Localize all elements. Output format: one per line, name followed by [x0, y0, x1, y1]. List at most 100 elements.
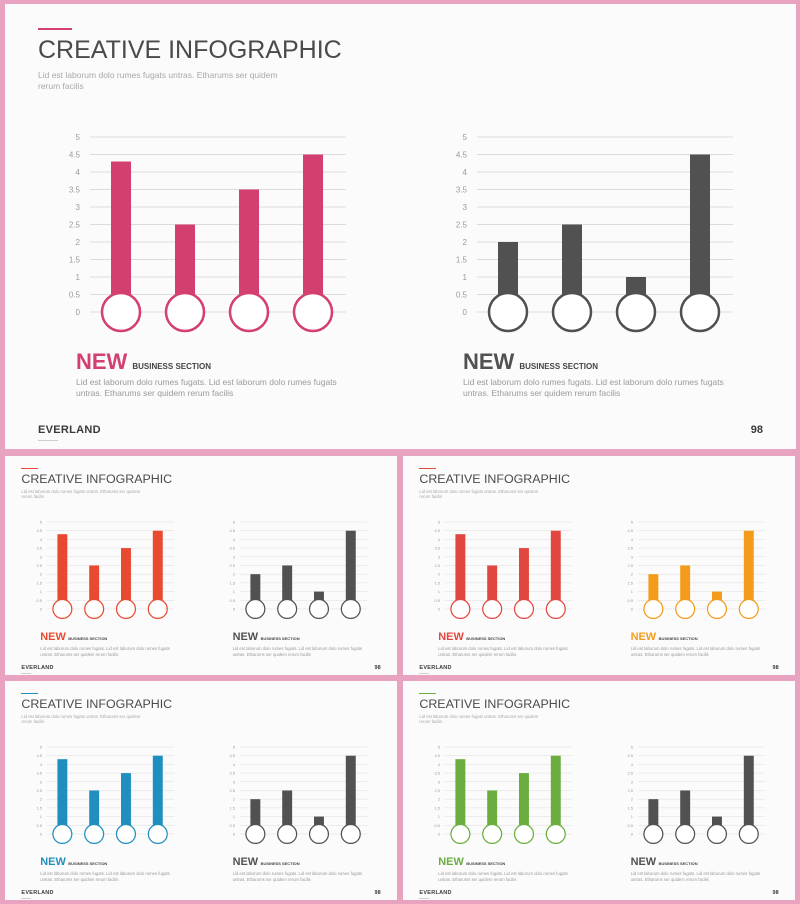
bar-base-circle: [546, 598, 567, 620]
caption-section-label: BUSINESS SECTION: [132, 362, 212, 371]
caption-heading-row: NEW BUSINESS SECTION: [233, 627, 375, 645]
bar-base-circle: [738, 823, 759, 845]
bar-base-circle: [116, 598, 137, 620]
y-tick-label: 2: [232, 797, 234, 802]
bar-base-circle: [514, 598, 535, 620]
y-tick-label: 0.5: [69, 291, 81, 300]
caption-section-label: BUSINESS SECTION: [519, 362, 599, 371]
title-accent-rule: [38, 28, 72, 30]
y-tick-label: 3.5: [229, 771, 235, 776]
caption-description: Lid est laborum dolo rumes fugats. Lid e…: [232, 646, 363, 658]
caption-description: Lid est laborum dolo rumes fugats. Lid e…: [438, 646, 568, 658]
y-tick-label: 0: [438, 607, 441, 612]
y-tick-label: 2: [40, 797, 42, 802]
y-tick-label: 2.5: [435, 563, 441, 568]
page-number: 98: [772, 889, 779, 896]
bar: [303, 154, 323, 312]
y-tick-label: 0.5: [435, 598, 441, 603]
caption-heading-row: NEW BUSINESS SECTION: [233, 852, 375, 870]
page-number: 98: [750, 424, 763, 436]
brand-name: EVERLAND: [21, 889, 54, 896]
bar: [153, 755, 164, 835]
title-accent-rule: [419, 467, 437, 469]
bar: [281, 565, 292, 610]
caption-section-label: BUSINESS SECTION: [68, 636, 108, 642]
bar-base-circle: [674, 823, 695, 845]
caption-heading: NEW: [76, 349, 128, 374]
y-tick-label: 4: [76, 168, 81, 177]
caption-section-label: BUSINESS SECTION: [260, 636, 300, 642]
y-tick-label: 5: [232, 520, 235, 525]
caption-description: Lid est laborum dolo rumes fugats. Lid e…: [76, 377, 337, 399]
y-tick-label: 4: [630, 762, 633, 767]
caption-1: NEW BUSINESS SECTION Lid est laborum dolo …: [40, 627, 182, 657]
caption-heading-row: NEW BUSINESS SECTION: [463, 349, 748, 375]
y-tick-label: 1.5: [69, 256, 81, 265]
y-tick-label: 0: [40, 832, 43, 837]
bar: [455, 534, 466, 610]
bar: [239, 189, 259, 312]
y-tick-label: 0.5: [627, 823, 633, 828]
y-tick-label: 1.5: [37, 805, 43, 810]
caption-description: Lid est laborum dolo rumes fugats. Lid e…: [630, 646, 761, 658]
bar-base-circle: [482, 598, 503, 620]
y-tick-label: 4.5: [37, 753, 43, 758]
y-tick-label: 0.5: [627, 598, 633, 603]
bar-base-circle: [164, 291, 206, 333]
bar: [57, 534, 68, 610]
brand-name: EVERLAND: [21, 664, 54, 671]
bar-base-circle: [308, 823, 329, 845]
y-tick-label: 0: [40, 607, 43, 612]
caption-heading-row: NEW BUSINESS SECTION: [40, 852, 182, 870]
y-tick-label: 4: [40, 537, 43, 542]
bar-base-circle: [679, 291, 721, 333]
slide-title: CREATIVE INFOGRAPHIC: [38, 36, 342, 64]
y-tick-label: 0: [76, 308, 81, 317]
y-tick-label: 4: [630, 537, 633, 542]
bar: [551, 530, 562, 610]
y-tick-label: 0: [630, 607, 633, 612]
y-tick-label: 0: [463, 308, 468, 317]
y-tick-label: 1.5: [435, 805, 441, 810]
slide-title: CREATIVE INFOGRAPHIC: [21, 471, 173, 486]
caption-section-label: BUSINESS SECTION: [260, 861, 300, 867]
brand-name: EVERLAND: [419, 664, 452, 671]
caption-heading-row: NEW BUSINESS SECTION: [76, 349, 361, 375]
caption-2: NEW BUSINESS SECTION Lid est laborum dolo …: [463, 349, 748, 400]
bar: [89, 790, 100, 835]
y-tick-label: 1: [630, 814, 633, 819]
bar: [487, 790, 498, 835]
y-tick-label: 1: [232, 814, 235, 819]
caption-section-label: BUSINESS SECTION: [466, 861, 506, 867]
caption-2: NEW BUSINESS SECTION Lid est laborum dolo …: [233, 627, 375, 657]
y-tick-label: 4.5: [37, 528, 43, 533]
y-tick-label: 5: [463, 133, 468, 142]
y-tick-label: 0: [630, 832, 633, 837]
y-tick-label: 0: [232, 607, 235, 612]
caption-heading-row: NEW BUSINESS SECTION: [438, 627, 580, 645]
bar: [121, 548, 132, 610]
caption-heading-row: NEW BUSINESS SECTION: [631, 852, 773, 870]
y-tick-label: 5: [232, 745, 235, 750]
brand-name: EVERLAND: [38, 424, 101, 436]
bar: [281, 790, 292, 835]
bar-chart-1: 0 0.5 1 1.5 2 2.5 3 3.5 4 4.5 5: [37, 520, 175, 620]
slide-3: CREATIVE INFOGRAPHIC Lid est laborum dolo…: [403, 456, 795, 675]
bar-base-circle: [551, 291, 593, 333]
slide-1: CREATIVE INFOGRAPHIC Lid est laborum dolo…: [5, 4, 796, 449]
y-tick-label: 3.5: [69, 186, 81, 195]
bar: [690, 154, 710, 312]
bar-base-circle: [148, 598, 169, 620]
bar-base-circle: [642, 598, 664, 620]
bar-chart-1: 0 0.5 1 1.5 2 2.5 3 3.5 4 4.5 5: [435, 745, 573, 845]
y-tick-label: 2.5: [37, 563, 43, 568]
caption-description: Lid est laborum dolo rumes fugats. Lid e…: [40, 646, 170, 658]
bar-chart-2: 0 0.5 1 1.5 2 2.5 3 3.5 4 4.5 5: [456, 133, 733, 333]
y-tick-label: 1.5: [435, 580, 441, 585]
y-tick-label: 5: [630, 745, 633, 750]
y-tick-label: 3: [40, 554, 43, 559]
page-number: 98: [772, 664, 779, 671]
y-tick-label: 2.5: [37, 788, 43, 793]
bar: [519, 773, 530, 835]
page-number: 98: [374, 664, 381, 671]
